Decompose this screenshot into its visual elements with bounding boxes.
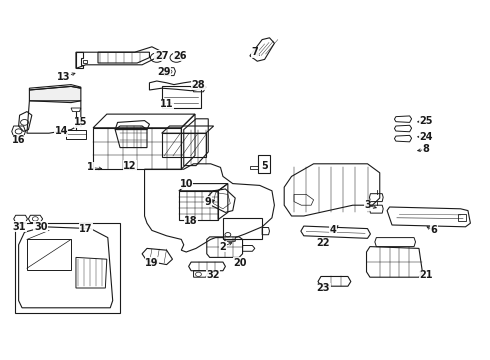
Text: 4: 4	[330, 225, 337, 235]
Text: 7: 7	[251, 47, 258, 57]
Text: 28: 28	[192, 80, 205, 90]
Text: 1: 1	[87, 162, 94, 172]
Text: 19: 19	[145, 258, 159, 268]
Text: 2: 2	[220, 242, 226, 252]
Text: 11: 11	[160, 99, 173, 109]
Text: 32: 32	[206, 270, 220, 280]
Text: 31: 31	[13, 222, 26, 232]
Bar	[258, 155, 270, 173]
Bar	[458, 214, 466, 221]
Text: 3: 3	[364, 200, 371, 210]
Bar	[223, 218, 262, 239]
Text: 16: 16	[12, 135, 25, 145]
Text: 23: 23	[317, 283, 330, 293]
Text: 13: 13	[57, 72, 71, 82]
Text: 29: 29	[157, 67, 171, 77]
Text: 10: 10	[179, 179, 193, 189]
Bar	[162, 133, 206, 157]
Text: 14: 14	[54, 126, 68, 136]
Text: 22: 22	[317, 238, 330, 248]
Bar	[83, 60, 87, 63]
Bar	[66, 130, 86, 139]
Text: 27: 27	[155, 51, 169, 61]
Text: 8: 8	[423, 144, 430, 154]
Text: 15: 15	[74, 117, 88, 127]
Text: 9: 9	[205, 197, 212, 207]
Bar	[15, 223, 120, 313]
Text: 25: 25	[419, 116, 433, 126]
Text: 18: 18	[184, 216, 198, 226]
Text: 5: 5	[261, 161, 268, 171]
Polygon shape	[29, 86, 81, 103]
Text: 21: 21	[419, 270, 433, 280]
Text: 12: 12	[123, 161, 137, 171]
Text: 24: 24	[419, 132, 433, 142]
Text: 6: 6	[430, 225, 437, 235]
Text: 26: 26	[173, 51, 187, 61]
Text: 17: 17	[79, 224, 93, 234]
Text: 30: 30	[34, 222, 48, 232]
Text: 20: 20	[233, 258, 247, 268]
Bar	[179, 191, 218, 220]
Bar	[27, 239, 71, 270]
Bar	[162, 86, 201, 108]
